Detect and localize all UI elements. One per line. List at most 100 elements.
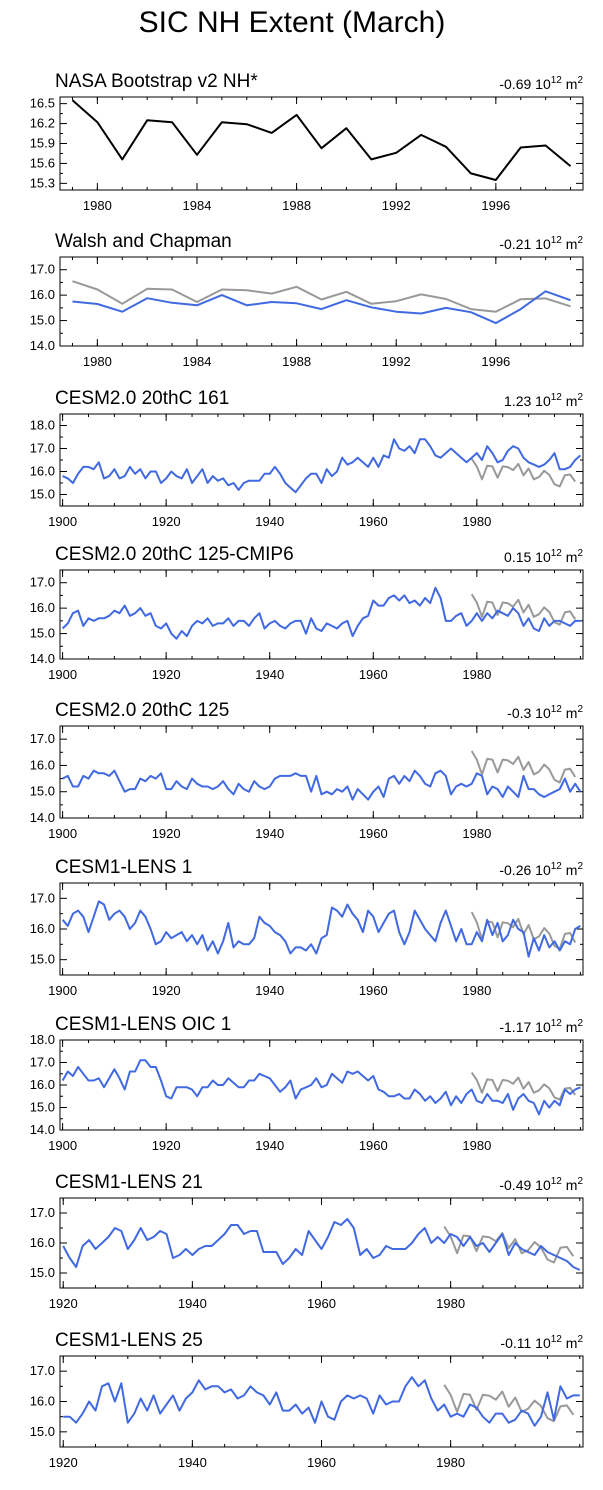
- x-tick-label: 1980: [83, 354, 112, 369]
- trend-unit-tail: m: [562, 1335, 578, 1351]
- y-tick-label: 17.0: [30, 441, 55, 456]
- x-tick-label: 1940: [255, 983, 284, 998]
- x-tick-label: 1984: [183, 198, 212, 213]
- x-tick-label: 1980: [462, 826, 491, 841]
- series-line-model: [61, 586, 581, 640]
- trend-unit-base: 10: [535, 862, 551, 878]
- series-line-model: [62, 769, 582, 801]
- y-tick-label: 16.0: [30, 1077, 55, 1092]
- panel-title: CESM1-LENS OIC 1: [55, 1014, 231, 1035]
- chart-panel-3: CESM2.0 20thC 161 1.23 1012 m2 1900 1920 194…: [30, 388, 584, 529]
- x-tick-label: 1960: [307, 1296, 336, 1311]
- trend-unit-base: 10: [535, 1019, 551, 1035]
- y-tick-label: 16.0: [30, 757, 55, 772]
- trend-unit-tail: m: [562, 393, 578, 409]
- panel-trend: -0.26 1012 m2: [499, 861, 583, 878]
- trend-unit-tail-exp: 2: [577, 1176, 583, 1187]
- x-tick-label: 1940: [255, 514, 284, 529]
- trend-unit-tail: m: [562, 862, 578, 878]
- x-tick-label: 1940: [255, 1138, 284, 1153]
- y-tick-label: 15.6: [30, 155, 55, 170]
- trend-unit-exp: 12: [551, 392, 563, 403]
- trend-unit-exp: 12: [551, 235, 563, 246]
- x-tick-label: 1980: [462, 514, 491, 529]
- x-tick-label: 1940: [255, 667, 284, 682]
- series-line-ref: [470, 911, 577, 950]
- y-tick-label: 17.0: [30, 1363, 55, 1378]
- trend-unit-exp: 12: [551, 861, 563, 872]
- y-tick-label: 15.0: [30, 952, 55, 967]
- x-tick-label: 1996: [481, 354, 510, 369]
- x-tick-label: 1920: [152, 514, 181, 529]
- trend-unit-base: 10: [535, 393, 551, 409]
- chart-panel-2: Walsh and Chapman -0.21 1012 m2 1980 1984 19…: [30, 231, 584, 369]
- series-line-model: [63, 1376, 580, 1427]
- x-tick-label: 1984: [183, 354, 212, 369]
- trend-unit-exp: 12: [551, 75, 563, 86]
- trend-unit-base: 10: [535, 236, 551, 252]
- x-tick-label: 1980: [462, 667, 491, 682]
- trend-unit-base: 10: [535, 549, 551, 565]
- y-tick-label: 18.0: [30, 1032, 55, 1047]
- plot-frame: [59, 413, 584, 507]
- trend-unit-tail: m: [562, 236, 578, 252]
- trend-unit-tail: m: [562, 549, 578, 565]
- y-tick-label: 14.0: [30, 1122, 55, 1137]
- trend-unit-exp: 12: [551, 1176, 563, 1187]
- trend-value: -0.49: [499, 1177, 535, 1193]
- plot-frame: [59, 882, 584, 976]
- x-tick-label: 1980: [436, 1455, 465, 1470]
- x-tick-label: 1940: [178, 1296, 207, 1311]
- panel-title: CESM2.0 20thC 125-CMIP6: [55, 544, 294, 565]
- plot-frame: [59, 1039, 584, 1131]
- panel-title: NASA Bootstrap v2 NH*: [55, 71, 258, 92]
- trend-unit-tail-exp: 2: [577, 1018, 583, 1029]
- x-tick-label: 1900: [48, 983, 77, 998]
- trend-unit-tail: m: [562, 1177, 578, 1193]
- x-tick-label: 1960: [359, 667, 388, 682]
- y-tick-label: 14.0: [30, 338, 55, 353]
- x-tick-label: 1940: [178, 1455, 207, 1470]
- x-tick-label: 1920: [49, 1296, 78, 1311]
- y-tick-label: 17.0: [30, 1205, 55, 1220]
- x-tick-label: 1960: [359, 1138, 388, 1153]
- series-line-ref: [470, 458, 577, 488]
- trend-unit-base: 10: [535, 1177, 551, 1193]
- panel-title: CESM1-LENS 1: [55, 857, 192, 878]
- panel-trend: -1.17 1012 m2: [499, 1018, 583, 1035]
- y-tick-label: 16.5: [30, 96, 55, 111]
- y-tick-label: 16.0: [30, 921, 55, 936]
- panel-title: CESM2.0 20thC 125: [55, 700, 229, 721]
- y-tick-label: 14.0: [30, 651, 55, 666]
- y-tick-label: 16.0: [30, 1394, 55, 1409]
- x-tick-label: 1900: [48, 1138, 77, 1153]
- plot-frame: [59, 96, 584, 191]
- trend-value: 1.23: [504, 393, 535, 409]
- trend-unit-tail-exp: 2: [577, 548, 583, 559]
- y-tick-label: 15.0: [30, 1265, 55, 1280]
- panel-title: CESM1-LENS 21: [55, 1172, 203, 1193]
- x-tick-label: 1980: [436, 1296, 465, 1311]
- y-tick-label: 17.0: [30, 575, 55, 590]
- x-tick-label: 1900: [48, 826, 77, 841]
- panel-trend: -0.49 1012 m2: [499, 1176, 583, 1193]
- y-tick-label: 15.0: [30, 1424, 55, 1439]
- trend-value: 0.15: [504, 549, 535, 565]
- figure-title: SIC NH Extent (March): [139, 6, 446, 39]
- x-tick-label: 1900: [48, 514, 77, 529]
- y-tick-label: 16.0: [30, 287, 55, 302]
- x-tick-label: 1900: [48, 667, 77, 682]
- trend-value: -0.26: [499, 862, 535, 878]
- trend-unit-exp: 12: [551, 1018, 563, 1029]
- trend-unit-tail-exp: 2: [577, 861, 583, 872]
- y-tick-label: 16.0: [30, 464, 55, 479]
- x-tick-label: 1992: [382, 198, 411, 213]
- y-tick-label: 16.0: [30, 600, 55, 615]
- plot-frame: [59, 725, 584, 819]
- series-line-ref: [470, 1072, 577, 1101]
- y-tick-label: 17.0: [30, 890, 55, 905]
- y-tick-label: 14.0: [30, 810, 55, 825]
